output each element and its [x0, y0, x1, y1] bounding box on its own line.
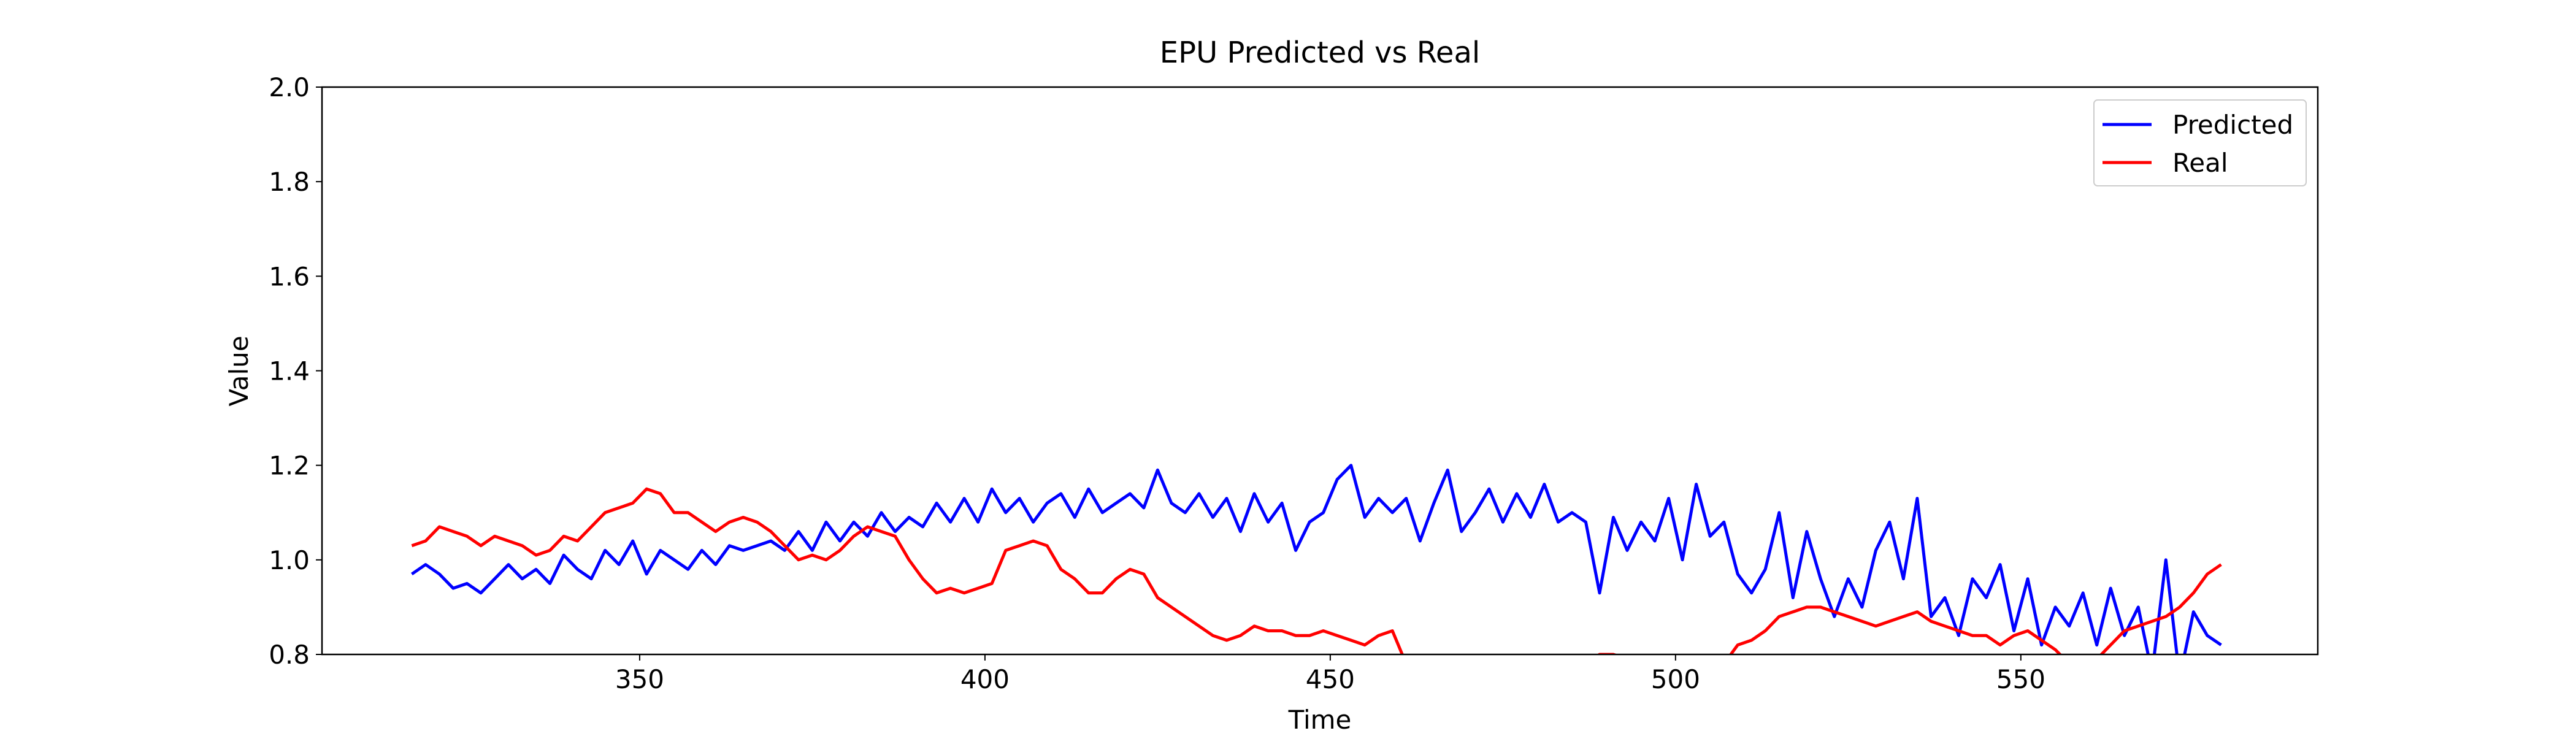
y-tick-label: 1.8 [269, 167, 310, 197]
x-tick-label: 400 [960, 664, 1010, 694]
legend-label: Real [2172, 148, 2228, 178]
axes-frame [321, 86, 2319, 656]
y-tick-label: 1.2 [269, 451, 310, 481]
legend-box [2093, 99, 2307, 186]
series-line [410, 464, 2222, 654]
y-axis-label: Value [224, 335, 254, 406]
legend-label: Predicted [2172, 110, 2293, 140]
series-line [411, 487, 2222, 654]
y-tick-label: 1.0 [269, 545, 310, 575]
x-axis-label: Time [1288, 705, 1352, 735]
x-tick-label: 550 [1996, 664, 2045, 694]
y-tick-label: 2.0 [269, 72, 310, 102]
y-tick-label: 1.4 [269, 356, 310, 386]
x-tick-label: 500 [1651, 664, 1700, 694]
x-tick-label: 450 [1306, 664, 1355, 694]
x-tick-label: 350 [615, 664, 664, 694]
y-tick-label: 1.6 [269, 261, 310, 291]
chart-title: EPU Predicted vs Real [1160, 36, 1480, 70]
y-tick-label: 0.8 [269, 640, 310, 670]
